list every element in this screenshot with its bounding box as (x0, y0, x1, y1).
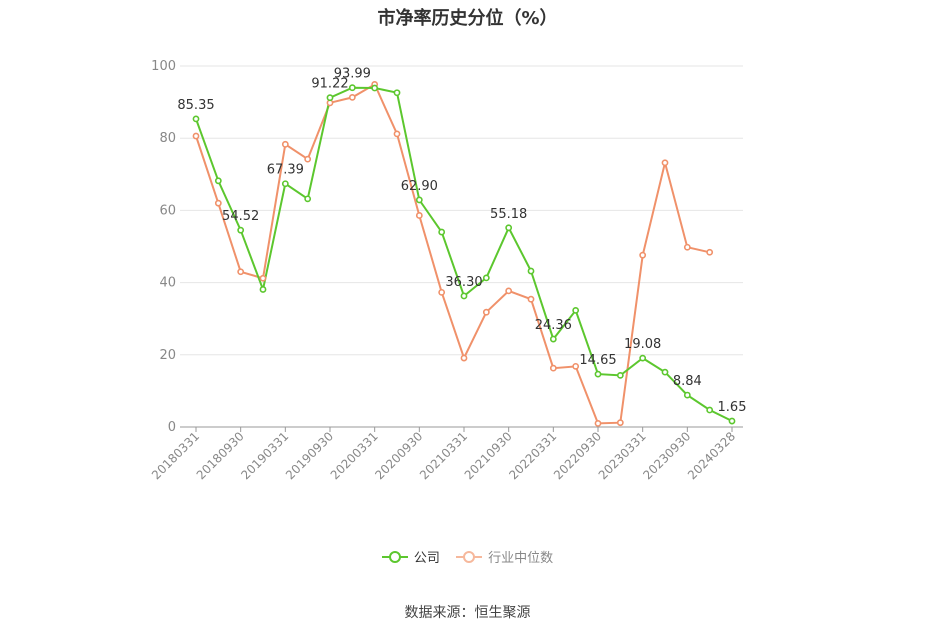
data-label: 1.65 (718, 400, 747, 415)
data-point (482, 308, 490, 316)
legend-company-label: 公司 (413, 551, 440, 566)
data-point (594, 370, 602, 378)
x-tick-label: 20230331 (596, 429, 649, 482)
legend: 公司 行业中位数 (0, 547, 935, 568)
y-tick-label: 0 (168, 420, 176, 435)
data-point (348, 94, 356, 101)
data-label: 93.99 (334, 67, 371, 82)
series-lines (195, 82, 733, 425)
data-point (639, 354, 647, 362)
data-point (460, 354, 468, 362)
x-tick-label: 20210930 (462, 429, 515, 482)
data-point (728, 417, 736, 425)
legend-industry-label: 行业中位数 (488, 551, 554, 566)
line-chart: 0 20 40 60 80 100 201803312018093020190331201… (149, 59, 746, 482)
data-label: 24.36 (535, 318, 572, 333)
x-tick-label: 20180930 (194, 429, 247, 482)
legend-item-industry[interactable]: 行业中位数 (456, 547, 553, 566)
data-label: 19.08 (624, 337, 661, 352)
data-point (505, 224, 513, 232)
data-point (661, 159, 669, 167)
data-point (639, 251, 647, 259)
data-label: 67.39 (267, 163, 304, 178)
y-tick-label: 80 (159, 131, 176, 146)
data-point (527, 295, 535, 303)
data-point (304, 195, 312, 203)
y-tick-label: 100 (151, 59, 176, 74)
x-tick-label: 20230930 (640, 429, 693, 482)
data-point (683, 391, 691, 399)
data-point (661, 368, 669, 376)
x-tick-label: 20180331 (149, 429, 202, 482)
data-point (304, 155, 312, 163)
data-point (192, 132, 200, 140)
x-tick-label: 20190930 (283, 429, 336, 482)
data-point (438, 288, 446, 296)
data-point (683, 243, 691, 251)
y-tick-label: 60 (159, 203, 176, 218)
data-label: 36.30 (445, 275, 482, 290)
legend-item-company[interactable]: 公司 (381, 547, 440, 566)
data-point (549, 335, 557, 343)
y-axis-ticks: 0 20 40 60 80 100 (151, 59, 176, 435)
data-point (348, 84, 356, 92)
data-point (214, 177, 222, 185)
x-axis: 2018033120180930201903312019093020200331… (149, 426, 743, 482)
data-point (415, 212, 423, 219)
data-point (594, 419, 602, 427)
series-points (192, 81, 736, 427)
data-point (527, 267, 535, 275)
y-tick-label: 40 (159, 276, 176, 291)
y-tick-label: 20 (159, 348, 176, 363)
x-tick-label: 20210331 (417, 429, 470, 482)
grid-lines (180, 65, 743, 428)
x-tick-label: 20190331 (238, 429, 291, 482)
data-point (371, 84, 379, 92)
x-tick-label: 20200930 (372, 429, 425, 482)
data-point (706, 248, 714, 256)
data-point (572, 362, 580, 370)
data-label: 54.52 (222, 209, 259, 224)
x-tick-label: 20200331 (328, 429, 381, 482)
data-label: 55.18 (490, 207, 527, 222)
data-point (237, 268, 245, 276)
data-point (415, 196, 423, 204)
data-point (706, 406, 714, 414)
data-point (460, 292, 468, 300)
data-point (616, 371, 624, 379)
data-label: 14.65 (579, 353, 616, 368)
data-point (237, 226, 245, 234)
data-point (393, 89, 401, 97)
data-point (214, 199, 222, 207)
data-label: 62.90 (401, 179, 438, 194)
data-point (192, 115, 200, 123)
series-line-0 (195, 86, 733, 422)
data-point (616, 419, 624, 427)
legend-company-line-icon (381, 550, 408, 563)
data-source: 数据来源：恒生聚源 (404, 605, 531, 621)
data-point (482, 274, 490, 282)
data-point (281, 180, 289, 188)
data-point (549, 364, 557, 372)
data-point (259, 274, 267, 282)
data-label: 91.22 (311, 77, 348, 92)
data-point (281, 140, 289, 148)
data-point (259, 286, 267, 293)
data-point (505, 287, 513, 295)
data-point (572, 306, 580, 314)
data-point (326, 94, 334, 102)
x-tick-label: 20240328 (685, 429, 738, 482)
x-tick-label: 20220331 (506, 429, 559, 482)
chart-title: 市净率历史分位（%） (377, 8, 558, 29)
data-label: 85.35 (177, 98, 214, 113)
legend-industry-line-icon (456, 550, 483, 563)
data-point (393, 130, 401, 138)
data-label: 8.84 (673, 374, 702, 389)
data-point (438, 228, 446, 236)
x-tick-label: 20220930 (551, 429, 604, 482)
series-line-1 (195, 82, 710, 425)
